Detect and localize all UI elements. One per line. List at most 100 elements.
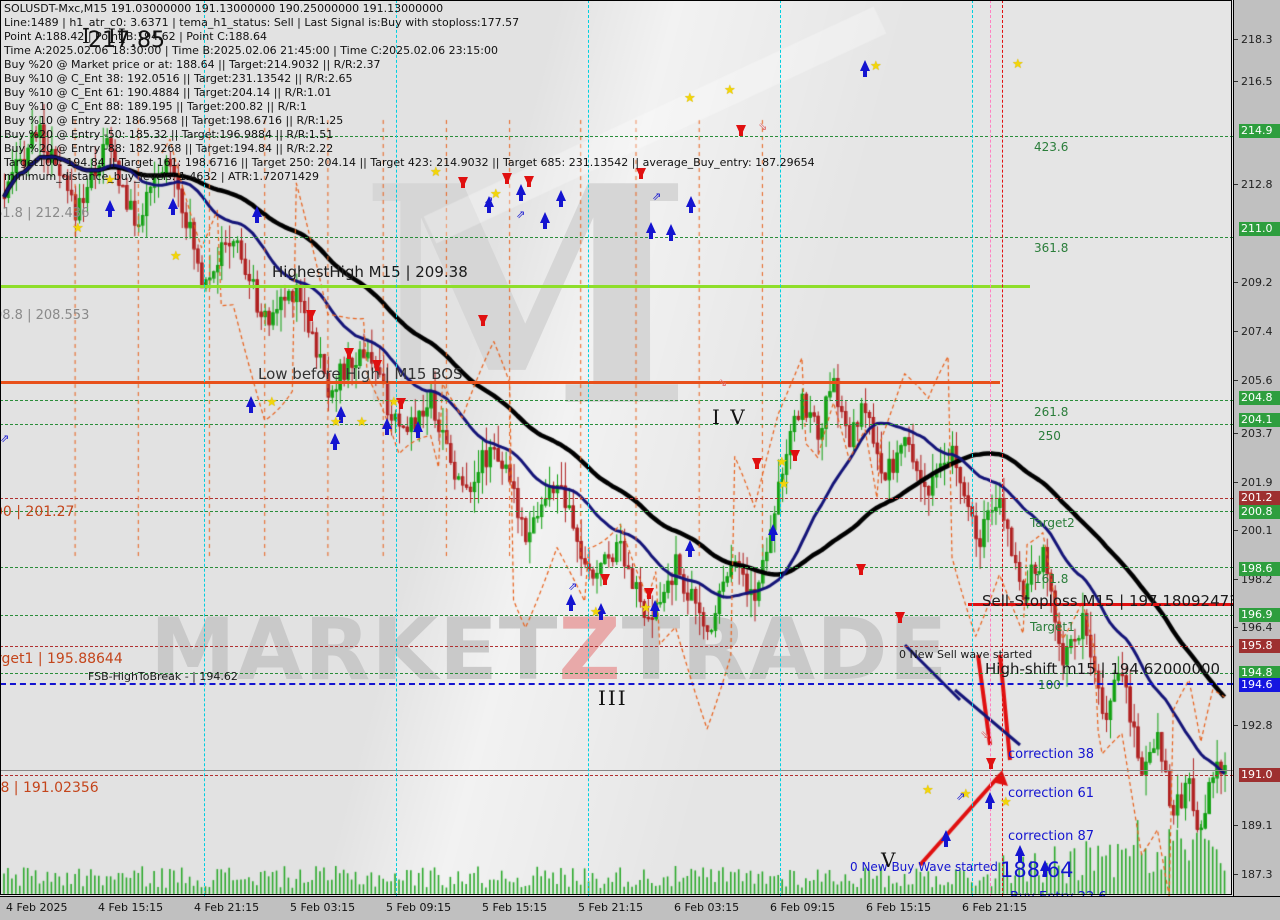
price-tick-209-2: 209.2 — [1234, 276, 1280, 290]
chart-info-line-12: minimum_distance_buy_levels: 1.4632 | AT… — [4, 170, 319, 183]
wave-label-iv: I V — [712, 405, 747, 429]
chart-info-line-11: Target100: 194.84 || Target 161: 198.671… — [4, 156, 815, 169]
hollow-up-marker-4: ⇗ — [568, 580, 578, 593]
buy-arrow-2 — [246, 396, 256, 413]
buy-arrow-6 — [382, 418, 392, 435]
price-label-211-0: 211.0 — [1239, 222, 1280, 236]
time-tick: 6 Feb 09:15 — [770, 901, 836, 914]
price-tick-201-9: 201.9 — [1234, 476, 1280, 490]
price-label-214-9: 214.9 — [1239, 124, 1280, 138]
chart-canvas[interactable] — [0, 0, 1233, 896]
time-tick: 4 Feb 2025 — [6, 901, 68, 914]
star-marker-6: ★ — [388, 395, 400, 410]
star-marker-9: ★ — [684, 91, 696, 106]
star-marker-18: ★ — [960, 787, 972, 802]
sell-arrow-4 — [458, 177, 468, 188]
star-marker-14: ★ — [590, 605, 602, 620]
sell-arrow-12 — [600, 574, 610, 585]
chart-info-line-1: Line:1489 | h1_atr_c0: 3.6371 | tema_h1_… — [4, 16, 520, 29]
chart-info-header: SOLUSDT-Mxc,M15 191.03000000 191.1300000… — [4, 2, 815, 184]
fib-361-line — [0, 237, 1233, 238]
hollow-up-marker-3: ⇗ — [652, 190, 662, 203]
point-c-price-label: 188.64 — [1000, 858, 1074, 882]
star-marker-2: ★ — [170, 249, 182, 264]
session-line-2 — [588, 0, 589, 896]
fib-target2: Target2 — [1030, 516, 1075, 530]
price-label-200-8: 200.8 — [1239, 505, 1280, 519]
price-tick-218-3: 218.3 — [1234, 33, 1280, 47]
star-marker-15: ★ — [640, 601, 652, 616]
price-212-left-label: 61.8 | 212.436 — [0, 206, 90, 221]
price-208-left-label: 08.8 | 208.553 — [0, 308, 90, 323]
session-line-5 — [1002, 0, 1003, 896]
chart-info-line-5: Buy %10 @ C_Ent 38: 192.0516 || Target:2… — [4, 72, 353, 85]
sell-arrow-3 — [396, 398, 406, 409]
chart-info-line-7: Buy %10 @ C_Ent 88: 189.195 || Target:20… — [4, 100, 307, 113]
price-label-198-6: 198.6 — [1239, 562, 1280, 576]
chart-info-line-3: Time A:2025.02.06 18:30:00 | Time B:2025… — [4, 44, 498, 57]
high-shift-label: High-shift m15 | 194.62000000 — [985, 660, 1221, 678]
time-tick: 6 Feb 21:15 — [962, 901, 1028, 914]
chart-info-line-10: Buy %20 @ Entry -88: 182.9268 || Target:… — [4, 142, 334, 155]
time-tick: 5 Feb 21:15 — [578, 901, 644, 914]
sell-arrow-6 — [502, 173, 512, 184]
price-191-line — [0, 775, 1233, 776]
chart-plot-area[interactable]: M MARKETZTRADE 423.6361.8261.8250Target2… — [0, 0, 1233, 896]
price-tick-200-1: 200.1 — [1234, 524, 1280, 538]
fib-250: 250 — [1038, 429, 1061, 443]
sell-arrow-10 — [752, 458, 762, 469]
high-shift-line — [0, 673, 1233, 674]
session-line-1 — [396, 0, 397, 896]
time-tick: 5 Feb 15:15 — [482, 901, 548, 914]
sell-stoploss-label: Sell-Stoploss M15 | 197.18092473 — [982, 592, 1233, 610]
price-axis[interactable]: 218.3 216.5 212.8 209.2 207.4 205.6 203.7 201.9… — [1233, 0, 1280, 896]
star-marker-8: ★ — [490, 187, 502, 202]
session-line-4 — [972, 0, 973, 896]
fsb-high-to-break-label: FSB-HighToBreak - | 194.62 — [88, 670, 238, 683]
session-line-3 — [780, 0, 781, 896]
buy-arrow-4 — [330, 433, 340, 450]
chart-info-line-6: Buy %10 @ C_Ent 61: 190.4884 || Target:2… — [4, 86, 332, 99]
sell-arrow-5 — [478, 315, 488, 326]
sell-stoploss-line — [968, 603, 1233, 606]
target1-line — [0, 615, 1233, 616]
sell-arrow-1 — [344, 348, 354, 359]
new-buy-wave-label: 0 New Buy Wave started — [850, 860, 998, 874]
fib-250-line — [0, 424, 1233, 425]
buy-arrow-10 — [540, 212, 550, 229]
buy-arrow-19 — [685, 540, 695, 557]
star-marker-12: ★ — [870, 59, 882, 74]
fib-423-line — [0, 136, 1233, 137]
time-axis[interactable]: 4 Feb 2025 4 Feb 15:15 4 Feb 21:15 5 Feb 03… — [0, 896, 1280, 920]
buy-arrow-15 — [686, 196, 696, 213]
sell-arrow-11 — [790, 450, 800, 461]
price-label-204-1: 204.1 — [1239, 413, 1280, 427]
fib-261: 261.8 — [1034, 405, 1069, 419]
chart-info-line-9: Buy %20 @ Entry -50: 185.32 || Target:19… — [4, 128, 334, 141]
price-tick-192-8: 192.8 — [1234, 719, 1280, 733]
price-tick-203-7: 203.7 — [1234, 427, 1280, 441]
current-price-line — [0, 770, 1233, 771]
fib-target1: Target1 — [1030, 620, 1075, 634]
star-marker-7: ★ — [430, 165, 442, 180]
time-tick: 6 Feb 15:15 — [866, 901, 932, 914]
price-label-194-8: 194.8 — [1239, 666, 1280, 680]
price-tick-187-3: 187.3 — [1234, 868, 1280, 882]
fib-161-line — [0, 567, 1233, 568]
buy-arrow-12 — [646, 222, 656, 239]
fib-161: 161.8 — [1034, 572, 1069, 586]
star-marker-4: ★ — [330, 415, 342, 430]
price-label-201-2: 201.2 — [1239, 491, 1280, 505]
hollow-up-marker-1: ⇗ — [484, 194, 494, 207]
buy-arrow-7 — [413, 421, 423, 438]
correction-38-label: correction 38 — [1008, 747, 1094, 762]
buy-arrow-11 — [556, 190, 566, 207]
hollow-up-marker-2: ⇗ — [516, 208, 526, 221]
sell-arrow-15 — [895, 612, 905, 623]
buy-arrow-9 — [516, 184, 526, 201]
target1-left-label: rget1 | 195.88644 — [0, 651, 123, 667]
hollow-down-marker-1: ⇘ — [718, 376, 728, 389]
chart-info-line-8: Buy %10 @ Entry 22: 186.9568 || Target:1… — [4, 114, 344, 127]
buy-arrow-13 — [666, 224, 676, 241]
